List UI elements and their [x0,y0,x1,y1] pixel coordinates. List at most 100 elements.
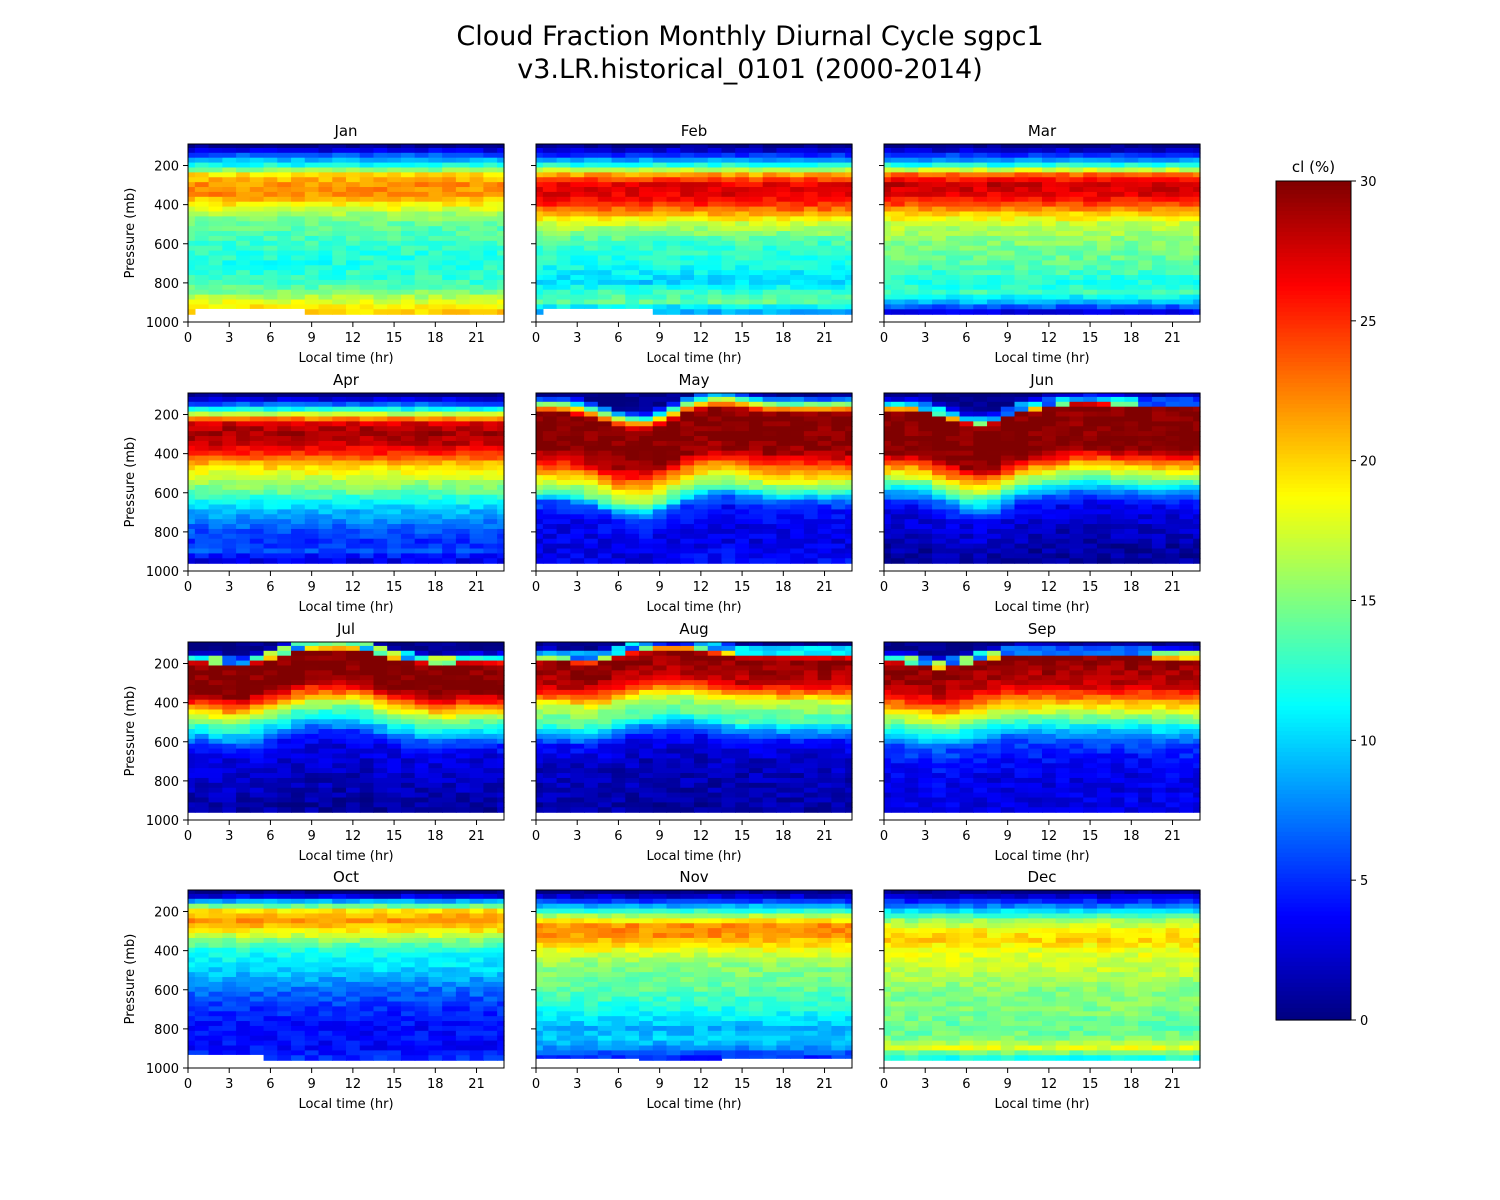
heatmap-cell [639,144,654,149]
heatmap-cell [762,543,778,550]
heatmap-cell [973,289,988,296]
heatmap-cell [194,411,210,418]
heatmap-cell [890,201,906,208]
heatmap-cell [1055,309,1071,315]
heatmap-cell [973,475,988,481]
heatmap-cell [790,450,805,457]
heatmap-cell [735,245,750,252]
heatmap-cell [831,304,846,310]
heatmap-cell [973,172,988,178]
heatmap-cell [817,475,832,481]
heatmap-cell [597,401,613,408]
heatmap-cell [194,504,210,510]
heatmap-cell [304,144,320,149]
heatmap-cell [831,245,846,252]
heatmap-cell [1096,489,1112,496]
heatmap-cell [776,519,791,525]
heatmap-cell [359,270,375,276]
heatmap-cell [817,206,832,213]
heatmap-cell [346,206,361,213]
heatmap-cell [884,470,892,476]
heatmap-cell [346,270,361,276]
heatmap-cell [904,304,919,310]
heatmap-cell [400,162,416,169]
heatmap-cell [666,494,681,501]
heatmap-cell [291,289,306,296]
heatmap-cell [652,524,668,530]
heatmap-cell [373,558,388,564]
heatmap-cell [542,250,558,257]
heatmap-cell [442,484,457,491]
heatmap-cell [790,436,805,442]
heatmap-cell [222,226,237,232]
heatmap-cell [748,182,764,188]
heatmap-cell [1014,279,1029,286]
x-axis-label: Local time (hr) [994,351,1089,366]
heatmap-cell [291,465,306,471]
heatmap-cell [1179,265,1194,271]
heatmap-cell [987,206,1002,213]
heatmap-cell [277,445,292,452]
heatmap-cell [639,231,654,237]
heatmap-cell [845,235,853,242]
heatmap-cell [890,475,906,481]
heatmap-cell [1069,270,1084,276]
heatmap-cell [249,279,265,286]
heatmap-cell [959,226,974,232]
heatmap-cell [318,172,333,178]
heatmap-cell [932,460,947,466]
heatmap-cell [904,524,919,530]
heatmap-cell [817,275,832,281]
heatmap-cell [304,245,320,252]
heatmap-cell [1083,528,1098,535]
heatmap-cell [570,553,585,559]
heatmap-cell [277,528,292,535]
heatmap-cell [236,538,251,545]
heatmap-cell [694,489,709,496]
heatmap-cell [318,553,333,559]
heatmap-cell [304,411,320,418]
heatmap-cell [373,201,388,208]
heatmap-cell [1124,147,1139,154]
heatmap-cell [735,533,750,540]
heatmap-cell [776,289,791,296]
heatmap-cell [1083,270,1098,276]
heatmap-cell [884,182,892,188]
heatmap-cell [611,167,626,173]
heatmap-cell [611,250,626,257]
heatmap-cell [1179,240,1194,247]
heatmap-cell [346,440,361,447]
heatmap-cell [428,558,443,564]
heatmap-cell [332,475,347,481]
heatmap-cell [483,470,498,476]
heatmap-cell [639,445,654,452]
heatmap-cell [1151,235,1167,242]
heatmap-cell [428,206,443,213]
heatmap-cell [1193,265,1201,271]
heatmap-cell [222,167,237,173]
heatmap-cell [188,494,196,501]
heatmap-cell [536,172,544,178]
heatmap-cell [442,411,457,418]
heatmap-cell [556,411,571,418]
heatmap-cell [442,191,457,198]
heatmap-cell [790,284,805,291]
heatmap-cell [721,509,736,515]
heatmap-cell [1110,504,1126,510]
heatmap-cell [442,182,457,188]
heatmap-cell [597,167,613,173]
heatmap-cell [694,470,709,476]
heatmap-cell [570,509,585,515]
heatmap-cell [817,416,832,422]
heatmap-cell [346,182,361,188]
heatmap-cell [884,553,892,559]
heatmap-cell [346,284,361,291]
heatmap-cell [694,279,709,286]
heatmap-cell [790,177,805,183]
heatmap-cell [1083,436,1098,442]
heatmap-cell [831,196,846,203]
heatmap-cell [194,245,210,252]
heatmap-cell [1083,489,1098,496]
heatmap-cell [387,304,402,310]
heatmap-cell [483,250,498,257]
